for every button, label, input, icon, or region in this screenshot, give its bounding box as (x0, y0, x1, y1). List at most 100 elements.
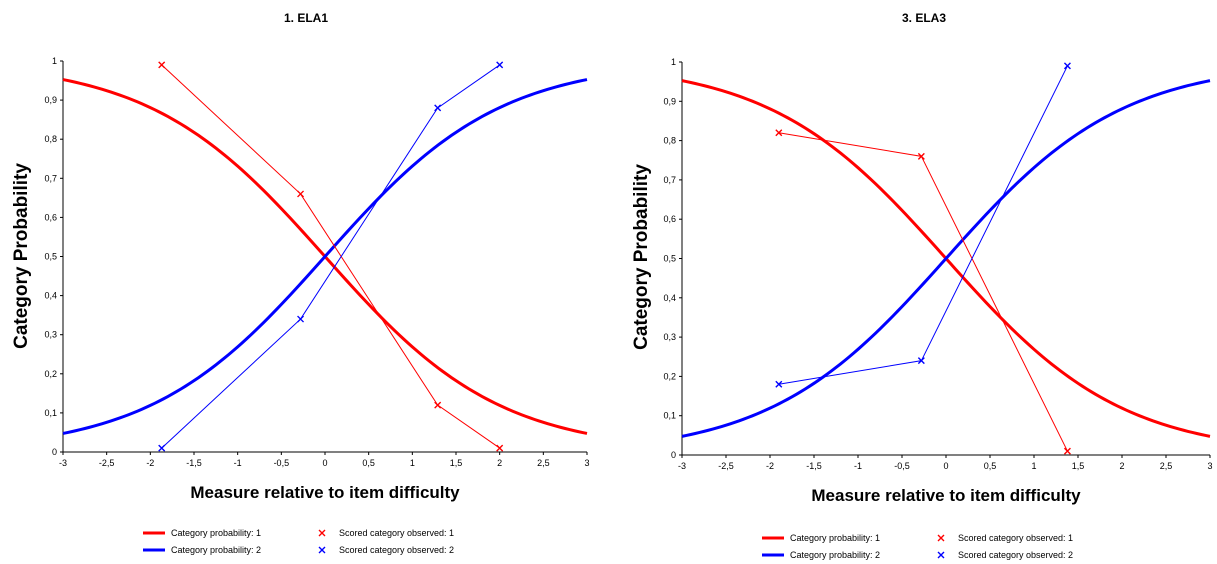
y-tick-label: 0,7 (44, 173, 57, 183)
y-axis-label: Category Probability (631, 164, 652, 350)
x-tick-label: -2 (766, 461, 774, 471)
observed-point-category-2 (434, 104, 442, 112)
x-tick-label: -1 (854, 461, 862, 471)
y-tick-label: 0,5 (44, 252, 57, 262)
x-tick-label: 0,5 (362, 458, 375, 468)
y-tick-label: 0 (671, 450, 676, 460)
observed-line-category-1 (161, 64, 500, 449)
x-tick-label: -2,5 (99, 458, 115, 468)
x-tick-label: 2,5 (537, 458, 550, 468)
x-axis-label: Measure relative to item difficulty (811, 486, 1081, 505)
chart-panel-ela3: 3. ELA3 Category Probability Measure rel… (620, 0, 1217, 564)
y-tick-label: 0 (52, 447, 57, 457)
legend: Category probability: 1 Scored category o… (143, 528, 454, 555)
curve-category-2 (681, 79, 1211, 438)
observed-line-category-2 (778, 65, 1068, 385)
y-tick-label: 0,8 (44, 134, 57, 144)
y-tick-label: 1 (52, 56, 57, 66)
x-tick-label: 1 (410, 458, 415, 468)
x-axis-label: Measure relative to item difficulty (190, 483, 460, 502)
observed-point-category-2 (917, 357, 925, 365)
x-tick-label: 3 (584, 458, 589, 468)
observed-point-category-2 (1063, 62, 1071, 70)
y-tick-label: 0,2 (663, 371, 676, 381)
observed-line-category-1 (778, 132, 1068, 452)
y-tick-label: 0,3 (663, 332, 676, 342)
legend-item: Scored category observed: 2 (937, 550, 1073, 560)
x-tick-label: 0 (322, 458, 327, 468)
y-tick-label: 0,9 (44, 95, 57, 105)
legend-label: Scored category observed: 1 (958, 533, 1073, 543)
x-tick-label: 3 (1207, 461, 1212, 471)
legend-item: Category probability: 2 (143, 545, 261, 555)
plot-area: 0 0,1 0,2 0,3 0,4 0,5 0,6 0,7 0,8 0,9 1 -3 -2,5 -2 -1,… (44, 56, 589, 468)
observed-point-category-1 (434, 401, 442, 409)
legend-label: Category probability: 2 (171, 545, 261, 555)
x-tick-label: 2,5 (1160, 461, 1173, 471)
observed-point-category-2 (496, 61, 504, 69)
x-tick-label: -3 (678, 461, 686, 471)
plot-area: 0 0,1 0,2 0,3 0,4 0,5 0,6 0,7 0,8 0,9 1 -3 -2,5 -2 -1,… (663, 57, 1212, 471)
observed-point-category-1 (297, 190, 305, 198)
y-tick-label: 0,6 (44, 212, 57, 222)
observed-point-category-2 (158, 444, 166, 452)
curve-category-2 (62, 78, 588, 435)
y-tick-label: 0,1 (663, 411, 676, 421)
legend-item: Category probability: 1 (143, 528, 261, 538)
chart-ela1: 1. ELA1 Category Probability Measure rel… (11, 11, 590, 555)
y-tick-label: 0,2 (44, 369, 57, 379)
x-tick-label: -1 (234, 458, 242, 468)
y-axis-label: Category Probability (11, 163, 32, 349)
observed-point-category-1 (496, 444, 504, 452)
chart-title: 3. ELA3 (902, 11, 946, 25)
y-tick-label: 0,9 (663, 96, 676, 106)
legend-label: Category probability: 2 (790, 550, 880, 560)
chart-title: 1. ELA1 (284, 11, 328, 25)
x-tick-label: -2 (146, 458, 154, 468)
y-tick-label: 1 (671, 57, 676, 67)
x-tick-label: 0 (943, 461, 948, 471)
chart-ela3: 3. ELA3 Category Probability Measure rel… (631, 11, 1213, 560)
x-tick-label: 1,5 (1072, 461, 1085, 471)
legend-item: Category probability: 1 (762, 533, 880, 543)
x-tick-label: -0,5 (274, 458, 290, 468)
legend-item: Scored category observed: 1 (937, 533, 1073, 543)
legend-swatch-marker (318, 546, 326, 554)
x-tick-label: 2 (1119, 461, 1124, 471)
y-tick-label: 0,6 (663, 214, 676, 224)
legend-item: Category probability: 2 (762, 550, 880, 560)
y-tick-label: 0,3 (44, 330, 57, 340)
y-tick-label: 0,4 (44, 291, 57, 301)
x-tick-label: 0,5 (984, 461, 997, 471)
legend-label: Scored category observed: 1 (339, 528, 454, 538)
y-tick-label: 0,5 (663, 254, 676, 264)
chart-panel-ela1: 1. ELA1 Category Probability Measure rel… (0, 0, 608, 564)
x-tick-label: -1,5 (806, 461, 822, 471)
legend-label: Scored category observed: 2 (958, 550, 1073, 560)
x-tick-label: 1,5 (450, 458, 463, 468)
x-tick-label: 1 (1031, 461, 1036, 471)
legend-label: Category probability: 1 (171, 528, 261, 538)
y-tick-label: 0,7 (663, 175, 676, 185)
observed-point-category-1 (1063, 447, 1071, 455)
x-tick-label: -1,5 (186, 458, 202, 468)
y-tick-label: 0,8 (663, 136, 676, 146)
x-tick-label: -2,5 (718, 461, 734, 471)
legend-item: Scored category observed: 2 (318, 545, 454, 555)
legend-item: Scored category observed: 1 (318, 528, 454, 538)
x-tick-label: -0,5 (894, 461, 910, 471)
x-tick-label: 2 (497, 458, 502, 468)
observed-point-category-2 (775, 380, 783, 388)
legend-swatch-marker (318, 529, 326, 537)
y-tick-label: 0,4 (663, 293, 676, 303)
legend-swatch-marker (937, 534, 945, 542)
observed-point-category-1 (917, 152, 925, 160)
x-tick-label: -3 (59, 458, 67, 468)
observed-line-category-2 (161, 64, 500, 449)
observed-point-category-1 (775, 129, 783, 137)
observed-point-category-1 (158, 61, 166, 69)
legend-swatch-marker (937, 551, 945, 559)
legend-label: Category probability: 1 (790, 533, 880, 543)
legend: Category probability: 1 Scored category o… (762, 533, 1073, 560)
legend-label: Scored category observed: 2 (339, 545, 454, 555)
